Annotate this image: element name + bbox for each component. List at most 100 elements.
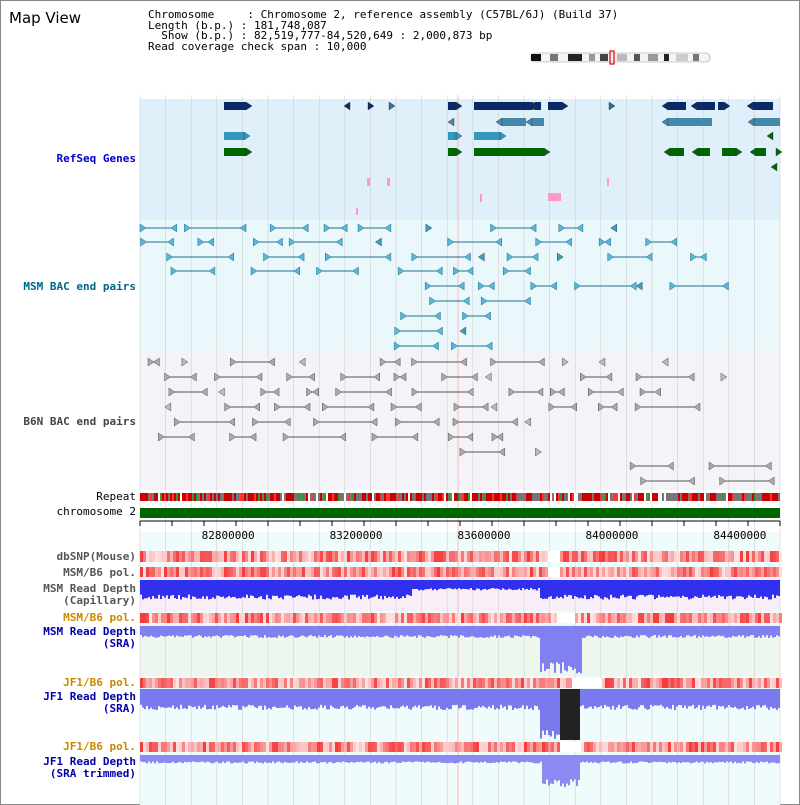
msm-sra-depth-bar: [238, 626, 240, 636]
jf1-trimmed-depth-bar: [658, 755, 660, 762]
dbsnp-cell: [722, 551, 725, 562]
msm-bac-pair-end: [288, 237, 296, 247]
jf1-trimmed-depth-bar: [678, 755, 680, 763]
msm-pol-cell: [644, 567, 647, 577]
jf1-depth-bar: [346, 689, 348, 707]
jf1-trimmed-depth-bar: [480, 755, 482, 763]
repeat-block: [704, 493, 706, 501]
jf1-depth-bar: [656, 689, 658, 706]
ideogram-band: [664, 54, 669, 61]
msm-capillary-depth-bar: [570, 580, 572, 596]
msm-capillary-depth-bar: [746, 580, 748, 598]
msm-bac-pair-end: [523, 296, 531, 306]
jf1-trimmed-depth-bar: [302, 755, 304, 763]
refseq-gene: [224, 132, 244, 140]
jf1-pol-cell: [746, 678, 749, 688]
msm-capillary-depth-bar: [768, 580, 770, 600]
msm-capillary-depth-bar: [508, 580, 510, 589]
jf1-pol2-cell: [308, 742, 311, 752]
jf1-pol2-cell: [320, 742, 323, 752]
repeat-block: [230, 493, 232, 501]
msm-sra-depth-bar: [478, 626, 480, 638]
msm-pol2-cell: [536, 613, 539, 623]
jf1-pol2-cell: [635, 742, 638, 752]
msm-sra-depth-bar: [736, 626, 738, 637]
jf1-trimmed-depth-bar: [486, 755, 488, 763]
msm-capillary-depth-bar: [368, 580, 370, 599]
repeat-block: [558, 493, 560, 501]
repeat-block: [746, 493, 748, 501]
msm-sra-depth-bar: [694, 626, 696, 636]
jf1-depth-bar: [620, 689, 622, 709]
jf1-depth-bar: [140, 689, 142, 705]
jf1-trimmed-depth-bar: [596, 755, 598, 763]
msm-pol2-cell: [491, 613, 494, 623]
repeat-block: [432, 493, 434, 501]
msm-sra-depth-bar: [452, 626, 454, 636]
msm-pol2-cell: [503, 613, 506, 623]
msm-sra-depth-bar: [362, 626, 364, 637]
msm-pol2-cell: [461, 613, 464, 623]
jf1-pol2-cell: [491, 742, 494, 752]
dbsnp-cell: [752, 551, 755, 562]
jf1-trimmed-depth-bar: [778, 755, 780, 763]
dbsnp-cell: [374, 551, 377, 562]
jf1-depth-bar: [198, 689, 200, 706]
jf1-pol2-cell: [368, 742, 371, 752]
msm-pol2-cell: [275, 613, 278, 623]
msm-pol-cell: [635, 567, 638, 577]
msm-pol2-cell: [209, 613, 212, 623]
msm-sra-depth-bar: [764, 626, 766, 638]
repeat-block: [570, 493, 572, 501]
ideogram-band: [648, 54, 658, 61]
msm-capillary-depth-bar: [670, 580, 672, 597]
msm-capillary-depth-bar: [488, 580, 490, 590]
jf1-trimmed-depth-bar: [416, 755, 418, 762]
dbsnp-cell: [389, 551, 392, 562]
jf1-pol-cell: [551, 678, 554, 688]
dbsnp-cell: [419, 551, 422, 562]
jf1-pol2-cell: [440, 742, 443, 752]
jf1-pol2-cell: [212, 742, 215, 752]
jf1-depth-bar: [752, 689, 754, 707]
jf1-depth-bar: [354, 689, 356, 707]
jf1-pol2-cell: [671, 742, 674, 752]
msm-capillary-depth-bar: [244, 580, 246, 598]
jf1-pol2-cell: [179, 742, 182, 752]
dbsnp-cell: [590, 551, 593, 562]
jf1-depth-bar: [440, 689, 442, 709]
repeat-block: [332, 493, 334, 501]
msm-pol2-cell: [764, 613, 767, 623]
jf1-depth-bar: [614, 689, 616, 710]
gene-strand-arrow: [766, 131, 774, 141]
b6n-bac-pair-end: [158, 432, 165, 442]
msm-pol2-cell: [437, 613, 440, 623]
repeat-block: [264, 493, 266, 501]
jf1-depth-bar: [686, 689, 688, 709]
jf1-depth-bar: [586, 689, 588, 709]
jf1-pol-cell: [620, 678, 623, 688]
jf1-depth-bar: [142, 689, 144, 708]
msm-pol-cell: [491, 567, 494, 577]
jf1-trimmed-depth-bar: [522, 755, 524, 762]
msm-pol-cell: [266, 567, 269, 577]
msm-pol-cell: [437, 567, 440, 577]
msm-pol-cell: [305, 567, 308, 577]
jf1-depth-bar: [148, 689, 150, 710]
dbsnp-cell: [314, 551, 317, 562]
b6n-bac-pair-end: [228, 417, 235, 427]
jf1-depth-bar: [750, 689, 752, 708]
msm-capillary-depth-bar: [180, 580, 182, 600]
msm-capillary-depth-bar: [246, 580, 248, 595]
dbsnp-cell: [497, 551, 500, 562]
jf1-pol2-cell: [596, 742, 599, 752]
msm-sra-depth-bar: [528, 626, 530, 636]
msm-pol2-cell: [683, 613, 686, 623]
msm-capillary-depth-bar: [684, 580, 686, 597]
jf1-pol-cell: [767, 678, 770, 688]
jf1-trimmed-depth-bar: [160, 755, 162, 764]
dbsnp-cell: [704, 551, 707, 562]
msm-pol-cell: [326, 567, 329, 577]
msm-pol2-cell: [440, 613, 443, 623]
